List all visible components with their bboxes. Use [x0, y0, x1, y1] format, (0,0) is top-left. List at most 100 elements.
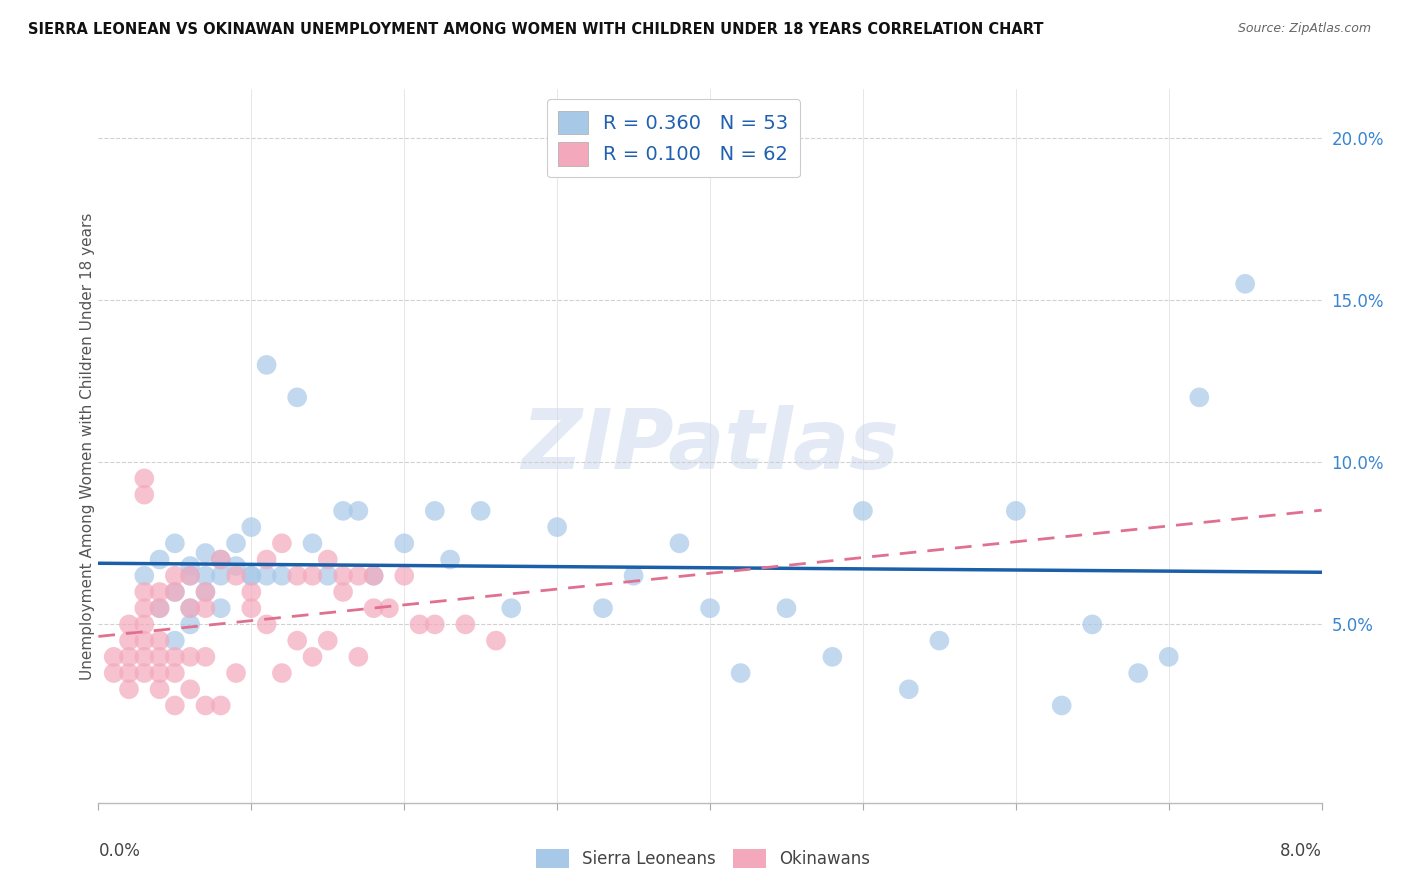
Point [225, 666, 247, 681]
Point [209, 552, 232, 566]
Point [163, 649, 186, 664]
Point [699, 601, 721, 615]
Point [378, 601, 401, 615]
Point [775, 601, 797, 615]
Y-axis label: Unemployment Among Women with Children Under 18 years: Unemployment Among Women with Children U… [80, 212, 94, 680]
Point [1234, 277, 1257, 291]
Point [1188, 390, 1211, 404]
Point [179, 559, 201, 574]
Point [256, 568, 278, 582]
Point [179, 568, 201, 582]
Point [179, 649, 201, 664]
Point [668, 536, 690, 550]
Point [163, 633, 186, 648]
Point [285, 390, 308, 404]
Point [240, 585, 263, 599]
Text: SIERRA LEONEAN VS OKINAWAN UNEMPLOYMENT AMONG WOMEN WITH CHILDREN UNDER 18 YEARS: SIERRA LEONEAN VS OKINAWAN UNEMPLOYMENT … [28, 22, 1043, 37]
Point [118, 617, 141, 632]
Point [316, 633, 339, 648]
Point [194, 585, 217, 599]
Text: Source: ZipAtlas.com: Source: ZipAtlas.com [1237, 22, 1371, 36]
Point [149, 601, 172, 615]
Point [347, 504, 370, 518]
Point [240, 568, 263, 582]
Point [270, 568, 294, 582]
Point [301, 649, 323, 664]
Point [332, 504, 354, 518]
Point [194, 649, 217, 664]
Point [134, 617, 156, 632]
Point [134, 601, 156, 615]
Point [316, 552, 339, 566]
Point [285, 633, 308, 648]
Point [316, 568, 339, 582]
Point [454, 617, 477, 632]
Point [730, 666, 752, 681]
Point [225, 559, 247, 574]
Point [240, 520, 263, 534]
Point [240, 601, 263, 615]
Point [501, 601, 523, 615]
Point [134, 488, 156, 502]
Point [134, 649, 156, 664]
Point [928, 633, 950, 648]
Point [470, 504, 492, 518]
Point [194, 601, 217, 615]
Point [149, 585, 172, 599]
Point [225, 536, 247, 550]
Point [592, 601, 614, 615]
Point [134, 666, 156, 681]
Point [256, 552, 278, 566]
Point [821, 649, 844, 664]
Point [118, 666, 141, 681]
Point [332, 568, 354, 582]
Point [1081, 617, 1104, 632]
Text: 0.0%: 0.0% [98, 842, 141, 860]
Point [149, 552, 172, 566]
Point [194, 585, 217, 599]
Legend: Sierra Leoneans, Okinawans: Sierra Leoneans, Okinawans [529, 842, 877, 875]
Point [179, 601, 201, 615]
Point [897, 682, 920, 697]
Point [256, 358, 278, 372]
Point [209, 601, 232, 615]
Point [209, 552, 232, 566]
Point [408, 617, 430, 632]
Point [1157, 649, 1180, 664]
Point [163, 666, 186, 681]
Point [163, 585, 186, 599]
Point [179, 568, 201, 582]
Point [363, 568, 385, 582]
Point [270, 536, 294, 550]
Point [240, 568, 263, 582]
Point [392, 536, 416, 550]
Point [134, 585, 156, 599]
Point [103, 666, 125, 681]
Point [285, 568, 308, 582]
Point [103, 649, 125, 664]
Point [623, 568, 645, 582]
Point [1004, 504, 1026, 518]
Point [852, 504, 875, 518]
Point [118, 649, 141, 664]
Point [163, 536, 186, 550]
Point [118, 633, 141, 648]
Point [485, 633, 508, 648]
Point [363, 601, 385, 615]
Point [149, 682, 172, 697]
Point [179, 617, 201, 632]
Point [1128, 666, 1150, 681]
Point [149, 601, 172, 615]
Point [194, 698, 217, 713]
Point [301, 568, 323, 582]
Point [363, 568, 385, 582]
Point [134, 633, 156, 648]
Text: ZIPatlas: ZIPatlas [522, 406, 898, 486]
Point [149, 666, 172, 681]
Point [439, 552, 461, 566]
Text: 8.0%: 8.0% [1279, 842, 1322, 860]
Point [134, 471, 156, 485]
Point [270, 666, 294, 681]
Point [194, 568, 217, 582]
Point [149, 633, 172, 648]
